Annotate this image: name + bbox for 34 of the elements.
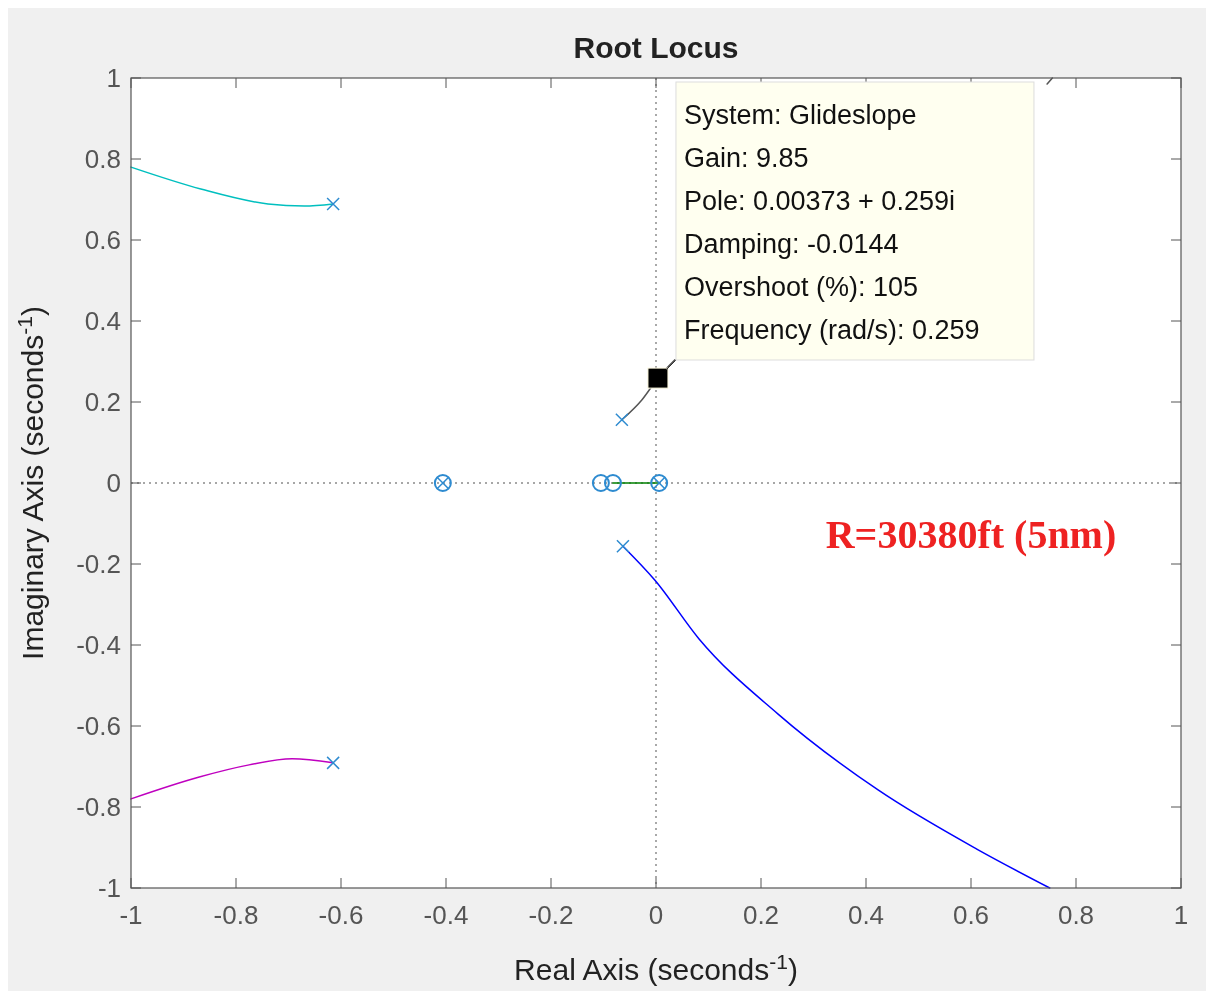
point <box>616 539 630 553</box>
point <box>326 756 340 770</box>
y-tick-label: 0.8 <box>84 144 121 175</box>
y-tick-label: 1 <box>106 63 121 94</box>
y-tick-label: -0.6 <box>76 711 121 742</box>
point <box>326 197 340 211</box>
x-tick-label: -0.2 <box>528 900 574 930</box>
y-tick-label: -0.2 <box>76 549 121 580</box>
x-tick-label: 0.6 <box>952 900 990 930</box>
point <box>647 367 669 389</box>
x-tick-label: -0.8 <box>213 900 259 930</box>
annotation: System: Glideslope Gain: 9.85 Pole: 0.00373 + 0.259i Damping: -0.0144 Overshoot (%): 105 Frequency (rad/s): 0.259 <box>683 100 980 345</box>
y-tick-label: -0.4 <box>76 630 121 661</box>
y-tick-label: -0.8 <box>76 792 121 823</box>
x-tick-label: 0.8 <box>1057 900 1095 930</box>
line-series <box>130 166 334 207</box>
point <box>615 413 629 427</box>
x-tick-label: -0.6 <box>318 900 364 930</box>
line-series <box>130 758 334 800</box>
chart-title: Root Locus <box>573 31 739 64</box>
y-tick-label: 0.2 <box>84 387 121 418</box>
x-axis-title: Real Axis (seconds$^{-1}$) <box>514 949 798 986</box>
annotation: R=30380ft (5nm) <box>825 511 1117 557</box>
point <box>603 474 622 492</box>
point <box>591 474 610 492</box>
x-tick-label: 0 <box>648 900 664 930</box>
x-tick-label: 0.2 <box>742 900 780 930</box>
y-tick-label: -1 <box>97 873 121 904</box>
x-tick-label: 0.4 <box>847 900 885 930</box>
x-tick-label: -0.4 <box>423 900 469 930</box>
x-tick-label: 1 <box>1173 900 1189 930</box>
y-tick-label: 0.6 <box>84 225 121 256</box>
y-tick-label: 0 <box>106 468 121 499</box>
y-tick-label: 0.4 <box>84 306 121 337</box>
